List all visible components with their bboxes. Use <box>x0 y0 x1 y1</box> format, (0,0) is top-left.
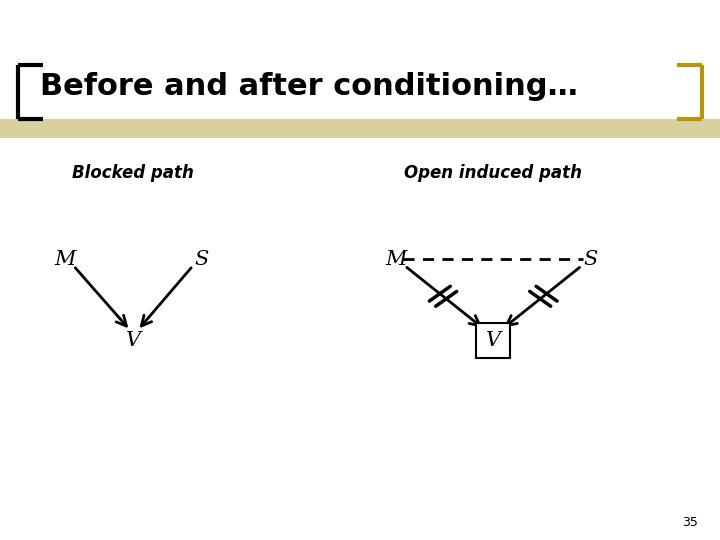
Bar <box>476 322 510 357</box>
Text: V: V <box>125 330 141 350</box>
FancyBboxPatch shape <box>0 119 720 138</box>
Text: V: V <box>485 330 501 350</box>
Text: Before and after conditioning…: Before and after conditioning… <box>40 72 577 101</box>
Text: 35: 35 <box>683 516 698 529</box>
Text: S: S <box>194 249 209 269</box>
Text: Blocked path: Blocked path <box>72 164 194 182</box>
Text: M: M <box>385 249 407 269</box>
Text: Open induced path: Open induced path <box>404 164 582 182</box>
Text: S: S <box>583 249 598 269</box>
Text: M: M <box>54 249 76 269</box>
